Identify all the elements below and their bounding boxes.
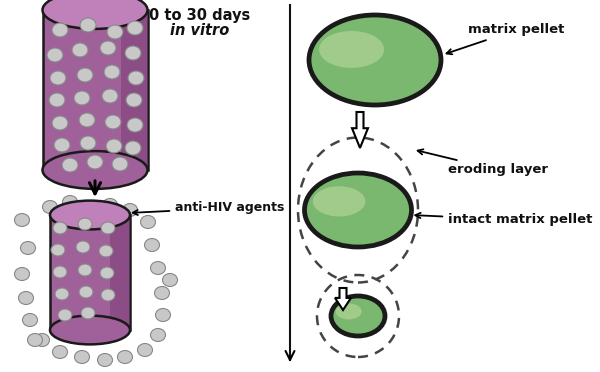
Polygon shape [50,215,130,330]
Ellipse shape [14,267,29,280]
Ellipse shape [80,18,96,32]
Ellipse shape [54,138,70,152]
Ellipse shape [313,186,365,217]
Ellipse shape [305,174,410,246]
Ellipse shape [304,172,413,248]
Ellipse shape [80,136,96,150]
Ellipse shape [50,315,130,344]
Ellipse shape [140,215,155,228]
Ellipse shape [126,93,142,107]
Ellipse shape [105,115,121,129]
Ellipse shape [128,71,144,85]
Polygon shape [352,112,368,148]
Ellipse shape [125,141,141,155]
Polygon shape [121,10,148,170]
Ellipse shape [72,43,88,57]
Ellipse shape [102,89,118,103]
Ellipse shape [43,0,148,29]
Ellipse shape [76,241,90,253]
Ellipse shape [101,222,115,234]
Ellipse shape [74,350,89,363]
Ellipse shape [77,68,93,82]
Ellipse shape [335,304,362,320]
Ellipse shape [51,244,65,256]
Ellipse shape [330,295,386,337]
Ellipse shape [81,307,95,319]
Ellipse shape [106,139,122,153]
Ellipse shape [104,65,120,79]
Ellipse shape [87,155,103,169]
Text: 0 to 30 days: 0 to 30 days [149,8,251,23]
Ellipse shape [49,93,65,107]
Ellipse shape [52,23,68,37]
Ellipse shape [28,334,43,346]
Ellipse shape [55,288,69,300]
Ellipse shape [62,196,77,208]
Polygon shape [43,10,148,170]
Ellipse shape [127,21,143,35]
Ellipse shape [163,273,178,286]
Text: anti-HIV agents: anti-HIV agents [133,202,284,215]
Ellipse shape [74,91,90,105]
Ellipse shape [125,46,141,60]
Ellipse shape [53,266,67,278]
Ellipse shape [97,353,113,366]
Ellipse shape [20,241,35,254]
Ellipse shape [137,343,152,356]
Polygon shape [110,215,130,330]
Ellipse shape [155,286,170,299]
Ellipse shape [53,222,67,234]
Ellipse shape [35,334,49,346]
Ellipse shape [101,289,115,301]
Ellipse shape [151,262,166,275]
Ellipse shape [19,292,34,305]
Ellipse shape [14,214,29,227]
Ellipse shape [118,350,133,363]
Ellipse shape [53,346,67,359]
Ellipse shape [122,203,137,217]
Ellipse shape [103,199,118,212]
Ellipse shape [23,314,37,327]
Ellipse shape [43,151,148,189]
Ellipse shape [332,297,384,335]
Ellipse shape [52,116,68,130]
Text: in vitro: in vitro [170,23,230,38]
Ellipse shape [127,118,143,132]
Ellipse shape [78,264,92,276]
Polygon shape [335,288,351,310]
Ellipse shape [79,286,93,298]
Ellipse shape [319,31,384,68]
Ellipse shape [78,218,92,230]
Ellipse shape [50,201,130,230]
Ellipse shape [107,25,123,39]
Ellipse shape [79,113,95,127]
Ellipse shape [100,41,116,55]
Ellipse shape [100,267,114,279]
Ellipse shape [62,158,78,172]
Ellipse shape [308,14,442,106]
Ellipse shape [43,201,58,214]
Ellipse shape [145,238,160,251]
Text: matrix pellet: matrix pellet [446,23,565,54]
Ellipse shape [151,328,166,341]
Ellipse shape [155,308,170,321]
Ellipse shape [58,309,72,321]
Ellipse shape [112,157,128,171]
Text: intact matrix pellet: intact matrix pellet [415,213,592,227]
Ellipse shape [47,48,63,62]
Ellipse shape [99,245,113,257]
Text: eroding layer: eroding layer [418,149,548,176]
Ellipse shape [50,71,66,85]
Ellipse shape [310,16,440,104]
